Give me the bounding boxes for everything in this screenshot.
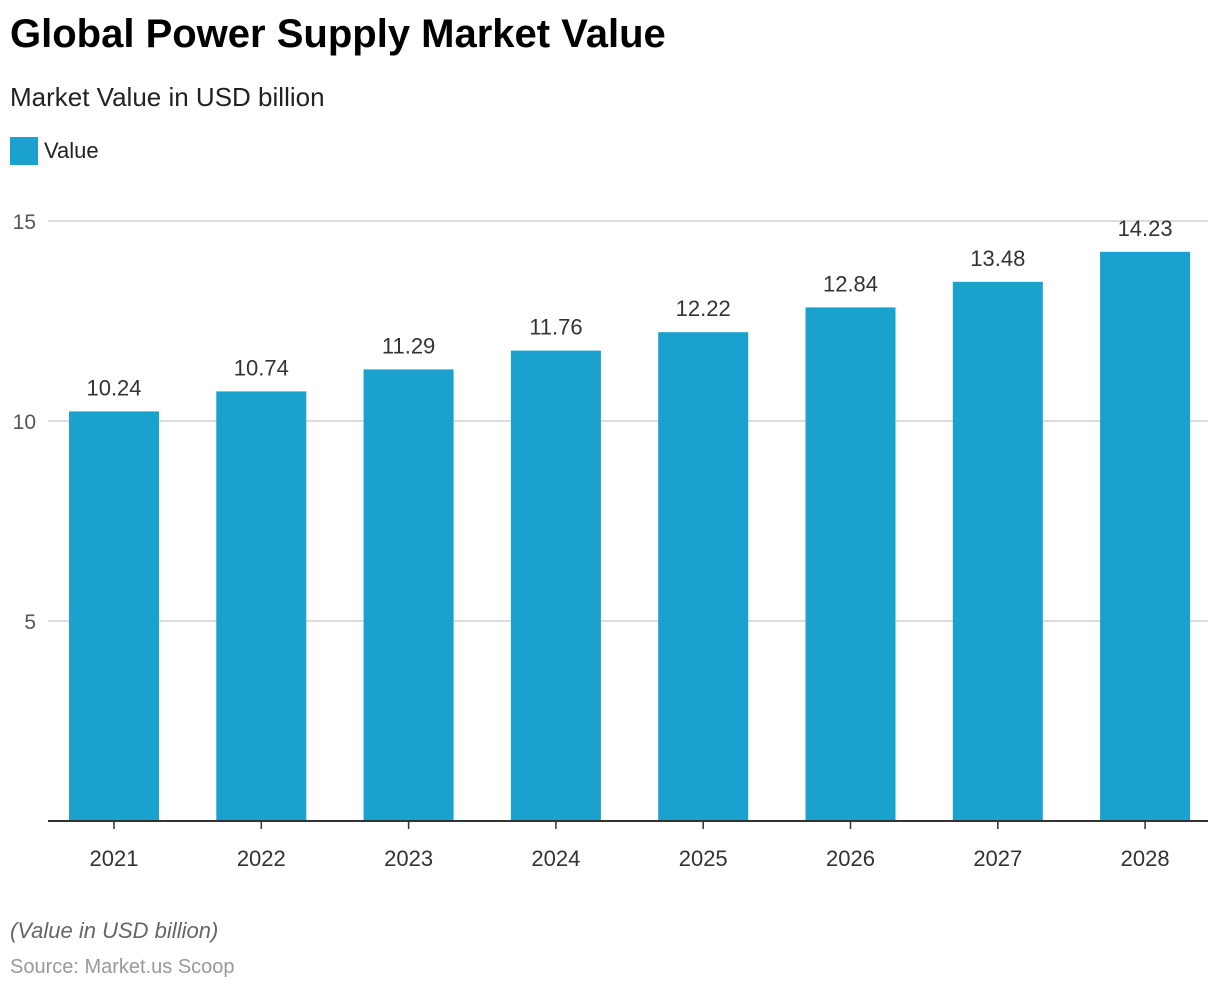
x-tick-label: 2022 bbox=[237, 846, 286, 871]
data-label: 14.23 bbox=[1118, 216, 1173, 241]
value-note: (Value in USD billion) bbox=[10, 918, 219, 943]
y-tick-label: 10 bbox=[13, 411, 36, 434]
data-label: 11.29 bbox=[382, 333, 435, 358]
x-tick-label: 2025 bbox=[679, 846, 728, 871]
bar bbox=[363, 369, 454, 821]
bar bbox=[69, 411, 159, 821]
bar bbox=[658, 332, 749, 821]
chart-title: Global Power Supply Market Value bbox=[10, 12, 666, 56]
bar bbox=[216, 391, 307, 821]
legend: Value bbox=[10, 137, 99, 165]
bar bbox=[1100, 251, 1191, 822]
x-tick-label: 2027 bbox=[973, 846, 1022, 871]
bar bbox=[805, 307, 896, 821]
chart-subtitle: Market Value in USD billion bbox=[10, 82, 325, 112]
data-label: 12.84 bbox=[823, 271, 878, 296]
legend-swatch bbox=[10, 137, 38, 165]
data-label: 10.74 bbox=[234, 355, 289, 380]
y-tick-label: 5 bbox=[24, 611, 36, 634]
x-tick-label: 2024 bbox=[531, 846, 580, 871]
source-text: Source: Market.us Scoop bbox=[10, 956, 235, 978]
data-label: 13.48 bbox=[970, 246, 1025, 271]
x-tick-label: 2021 bbox=[90, 846, 139, 871]
x-tick-label: 2028 bbox=[1121, 846, 1170, 871]
legend-label: Value bbox=[44, 138, 99, 163]
bar bbox=[952, 281, 1043, 821]
data-label: 10.24 bbox=[86, 375, 141, 400]
x-tick-label: 2026 bbox=[826, 846, 875, 871]
bar bbox=[510, 350, 601, 821]
data-label: 12.22 bbox=[676, 296, 731, 321]
data-label: 11.76 bbox=[529, 315, 582, 340]
y-tick-label: 15 bbox=[13, 211, 36, 234]
x-tick-label: 2023 bbox=[384, 846, 433, 871]
